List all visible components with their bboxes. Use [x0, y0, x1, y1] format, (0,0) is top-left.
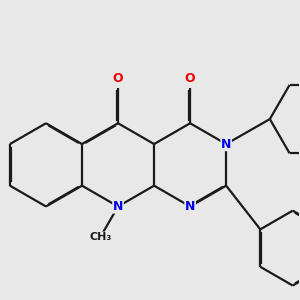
Text: CH₃: CH₃: [89, 232, 112, 242]
Text: O: O: [185, 73, 195, 85]
Text: N: N: [113, 200, 123, 213]
Text: O: O: [113, 73, 123, 85]
Text: N: N: [221, 138, 231, 151]
Text: N: N: [185, 200, 195, 213]
